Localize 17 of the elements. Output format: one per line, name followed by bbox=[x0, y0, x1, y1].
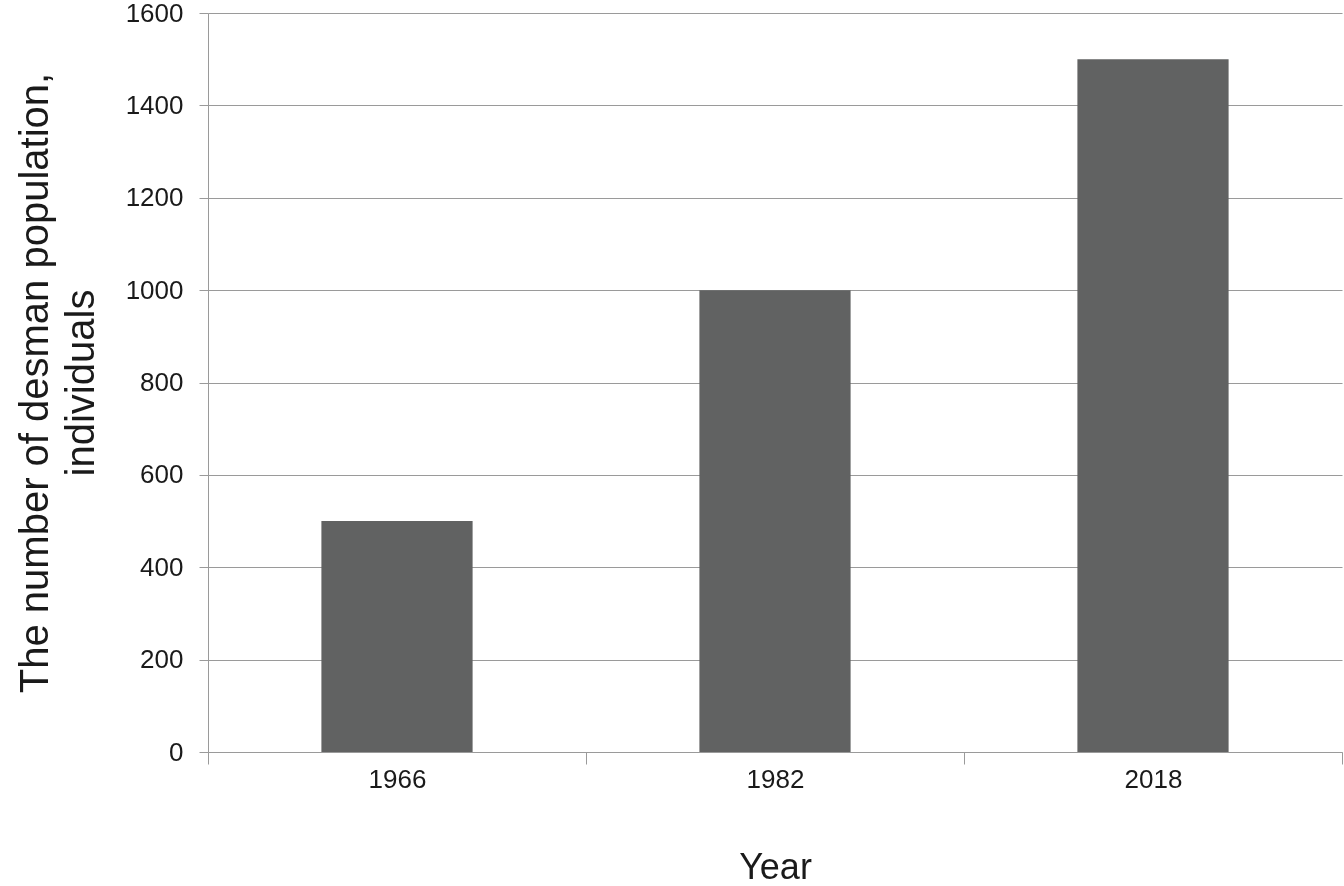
y-tick-label: 1600 bbox=[125, 0, 184, 28]
y-axis-title: The number of desman population, individuals bbox=[11, 72, 102, 694]
bar bbox=[321, 521, 473, 752]
y-tick-label: 0 bbox=[169, 736, 184, 767]
y-tick-label: 1200 bbox=[125, 182, 184, 213]
y-tick-label: 600 bbox=[140, 459, 184, 490]
x-tick-label: 1982 bbox=[746, 763, 805, 794]
x-tick-label: 2018 bbox=[1124, 763, 1183, 794]
x-tick-label: 1966 bbox=[368, 763, 427, 794]
bar bbox=[1077, 59, 1229, 752]
y-tick-label: 800 bbox=[140, 367, 184, 397]
y-tick-label: 1400 bbox=[125, 89, 184, 120]
y-tick-label: 400 bbox=[140, 551, 184, 582]
y-tick-label: 200 bbox=[140, 644, 184, 675]
y-tick-label: 1000 bbox=[125, 274, 184, 305]
x-axis-title: Year bbox=[739, 845, 812, 886]
bar bbox=[699, 290, 851, 752]
